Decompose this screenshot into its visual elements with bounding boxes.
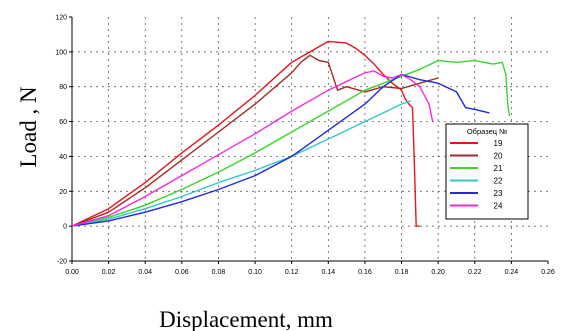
x-tick-label: 0.10 bbox=[248, 269, 262, 276]
series-line-21 bbox=[71, 59, 511, 227]
legend-label-23: 23 bbox=[494, 189, 503, 198]
y-tick-label: 120 bbox=[55, 15, 67, 22]
series-line-22 bbox=[71, 100, 411, 227]
y-tick-label: 100 bbox=[55, 49, 67, 56]
legend-box bbox=[445, 123, 529, 220]
y-tick-label: 60 bbox=[59, 119, 67, 126]
series-line-24 bbox=[71, 70, 434, 227]
x-tick-label: 0.12 bbox=[285, 269, 299, 276]
legend-label-19: 19 bbox=[494, 139, 503, 148]
legend-label-20: 20 bbox=[494, 152, 503, 161]
x-tick-label: 0.26 bbox=[541, 269, 555, 276]
x-tick-label: 0.08 bbox=[212, 269, 226, 276]
x-tick-label: 0.16 bbox=[358, 269, 372, 276]
x-tick-label: 0.18 bbox=[395, 269, 409, 276]
y-tick-label: 0 bbox=[63, 224, 67, 231]
series-line-20 bbox=[71, 54, 439, 227]
y-tick-label: 80 bbox=[59, 84, 67, 91]
legend-label-21: 21 bbox=[494, 164, 503, 173]
series-line-23 bbox=[71, 73, 490, 227]
x-tick-label: 0.20 bbox=[431, 269, 445, 276]
x-tick-label: 0.24 bbox=[505, 269, 519, 276]
legend-title: Образец № bbox=[467, 127, 507, 136]
x-tick-label: 0.06 bbox=[175, 269, 189, 276]
x-tick-label: 0.04 bbox=[138, 269, 152, 276]
x-tick-labels: 0.00 0.02 0.04 0.06 0.08 0.10 0.12 0.14 0.16 0.18… bbox=[65, 269, 555, 276]
x-axis-title: Displacement, mm bbox=[159, 307, 333, 331]
y-tick-label: 40 bbox=[59, 154, 67, 161]
y-axis-title: Load , N bbox=[16, 86, 41, 168]
y-tick-label: -20 bbox=[57, 259, 67, 266]
y-tick-label: 20 bbox=[59, 189, 67, 196]
legend: Образец № 19 20 21 22 23 24 bbox=[445, 123, 529, 220]
x-tick-label: 0.22 bbox=[468, 269, 482, 276]
legend-label-22: 22 bbox=[494, 177, 503, 186]
y-tick-labels: -20 0 20 40 60 80 100 120 bbox=[55, 15, 67, 266]
series-line-19 bbox=[71, 40, 420, 227]
x-tick-label: 0.00 bbox=[65, 269, 79, 276]
x-tick-label: 0.14 bbox=[321, 269, 335, 276]
axes bbox=[69, 16, 549, 264]
x-tick-label: 0.02 bbox=[102, 269, 116, 276]
legend-label-24: 24 bbox=[494, 202, 503, 211]
series-group bbox=[71, 40, 511, 227]
